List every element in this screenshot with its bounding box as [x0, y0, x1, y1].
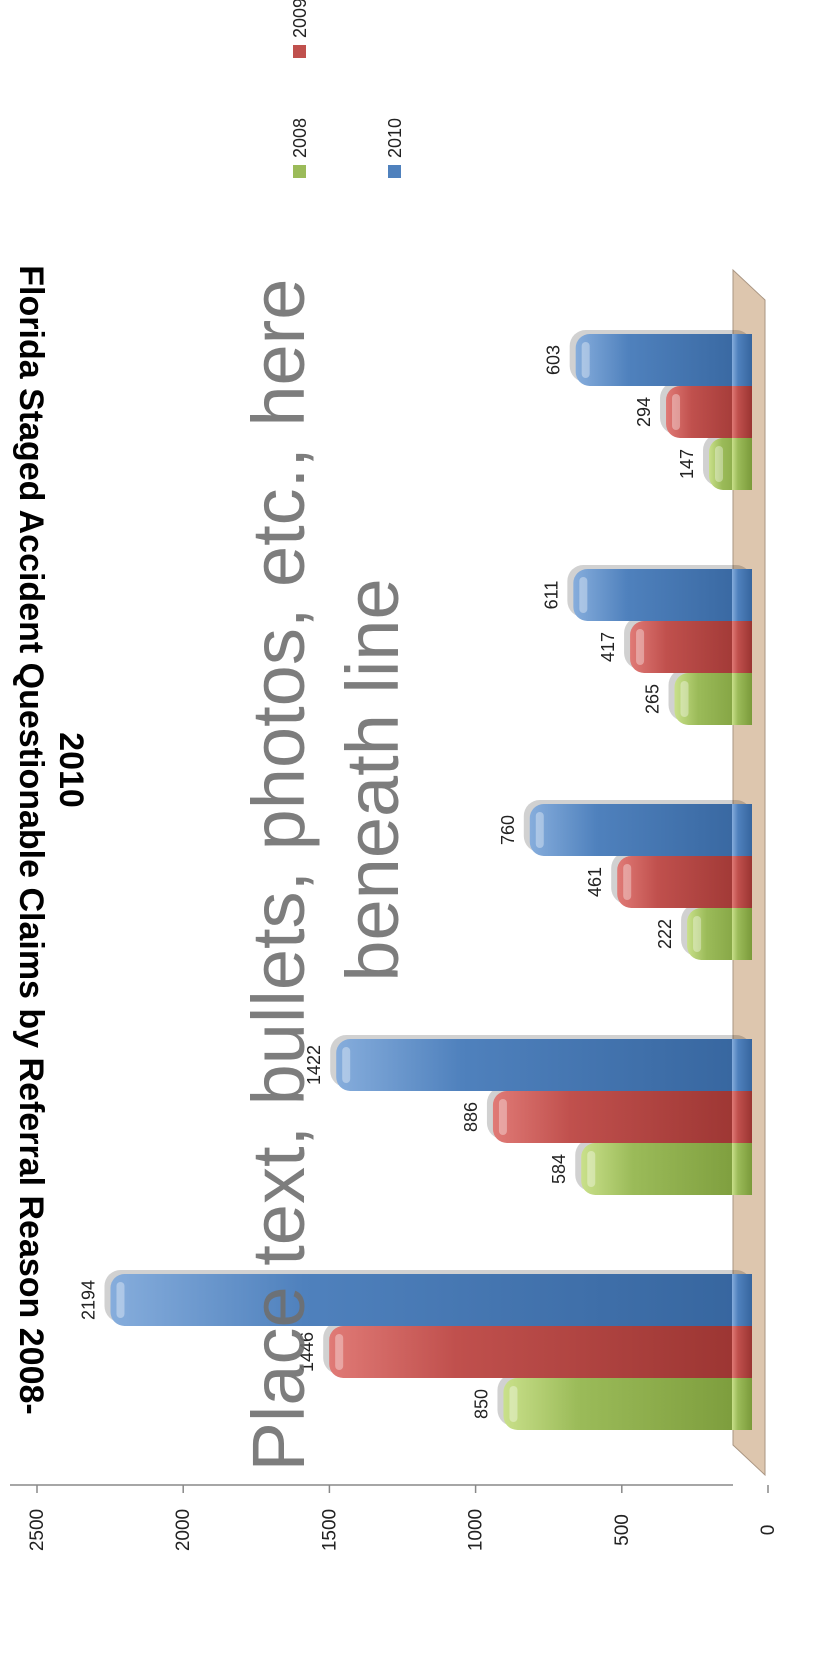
- bar-2010-3: [567, 565, 752, 621]
- data-label-2010-1: 1422: [304, 1045, 324, 1085]
- legend-swatch-2008: [293, 165, 306, 178]
- bar-2010-0: [104, 1270, 752, 1326]
- data-label-2010-4: 603: [544, 345, 564, 375]
- bar-2008-0: [497, 1374, 752, 1430]
- data-label-2008-0: 850: [471, 1389, 491, 1419]
- placeholder-text-line1: Place text, bullets, photos, etc., here: [237, 279, 320, 1472]
- data-label-2008-4: 147: [677, 449, 697, 479]
- data-label-2010-3: 611: [541, 581, 561, 610]
- value-tick-label-2: 1000: [466, 1509, 487, 1551]
- placeholder-text-line2: beneath line: [331, 578, 414, 981]
- bar-2008-3: [668, 669, 752, 725]
- data-label-2009-3: 417: [598, 632, 618, 662]
- legend-label-2010: 2010: [385, 118, 405, 158]
- data-label-2009-0: 1446: [297, 1332, 317, 1372]
- bar-2009-2: [611, 852, 752, 908]
- legend-swatch-2010: [388, 165, 401, 178]
- value-tick-label-3: 1500: [319, 1509, 340, 1551]
- data-label-2008-3: 265: [643, 684, 663, 714]
- bar-2009-0: [323, 1322, 752, 1378]
- data-label-2008-2: 222: [655, 919, 675, 949]
- legend: 2008 2009 2010: [290, 0, 405, 178]
- value-tick-label-4: 2000: [173, 1509, 194, 1551]
- data-label-2010-0: 2194: [78, 1280, 98, 1320]
- chart-title-line1: Florida Staged Accident Questionable Cla…: [12, 265, 50, 1414]
- data-label-2008-1: 584: [549, 1154, 569, 1184]
- bar-2010-2: [523, 800, 752, 856]
- bar-2008-2: [681, 904, 752, 960]
- bar-2009-3: [624, 617, 752, 673]
- legend-label-2009: 2009: [290, 0, 310, 38]
- value-tick-label-5: 2500: [27, 1509, 48, 1551]
- bar-2010-1: [330, 1035, 752, 1091]
- bar-2008-4: [703, 434, 752, 490]
- data-label-2009-2: 461: [585, 867, 605, 897]
- value-tick-label-1: 500: [612, 1514, 633, 1546]
- legend-swatch-2009: [293, 45, 306, 58]
- value-tick-label-0: 0: [758, 1525, 779, 1536]
- bar-2010-4: [569, 330, 752, 386]
- value-axis: 0 500 1000 1500 2000 2500: [27, 1485, 779, 1551]
- bar-2009-4: [660, 382, 752, 438]
- legend-label-2008: 2008: [290, 118, 310, 158]
- bars: [104, 330, 752, 1430]
- data-label-2009-1: 886: [461, 1102, 481, 1132]
- data-label-2010-2: 760: [498, 815, 518, 845]
- bar-2009-1: [486, 1087, 752, 1143]
- chart-title-line2: 2010: [52, 732, 90, 808]
- data-labels: 850 584 222 265 147 1446 886 461 417 294 2194 1422 7…: [78, 345, 697, 1419]
- bar-2008-1: [575, 1139, 752, 1195]
- data-label-2009-4: 294: [634, 397, 654, 427]
